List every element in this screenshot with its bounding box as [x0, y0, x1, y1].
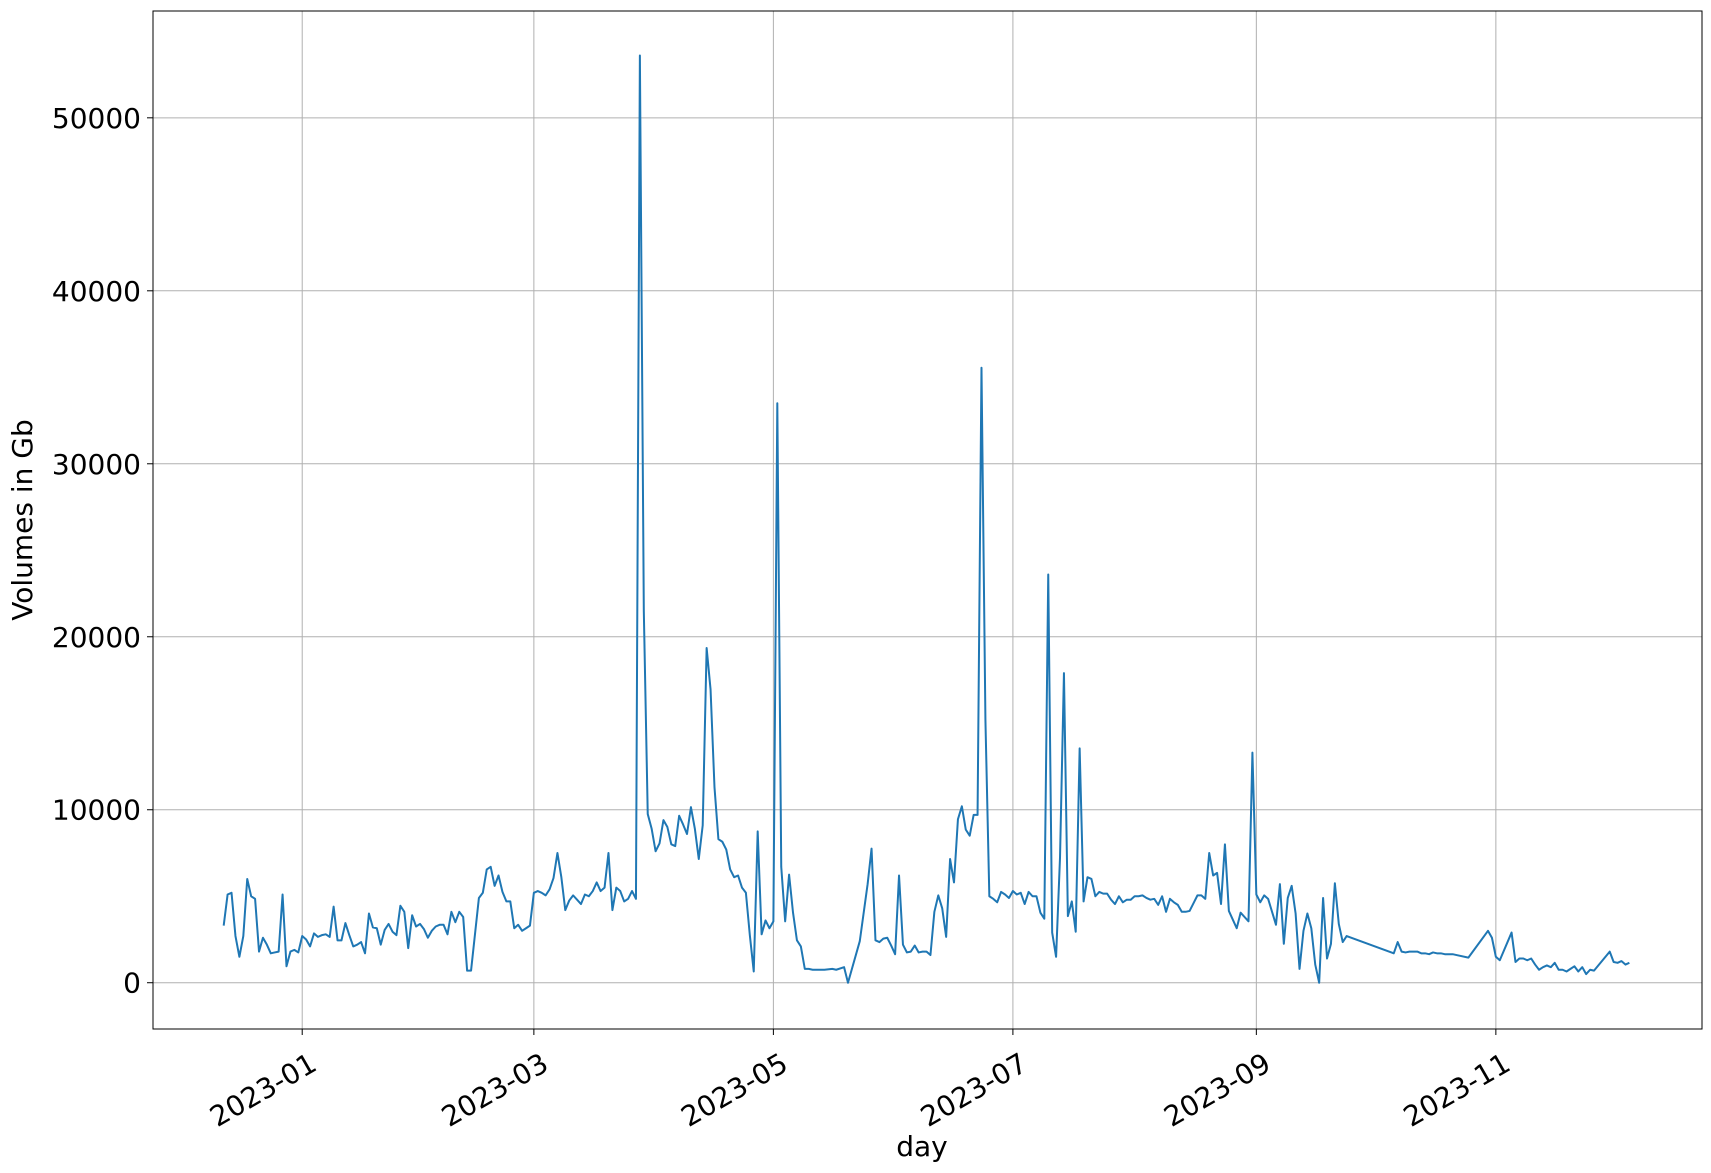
y-tick-label: 50000 — [52, 102, 141, 135]
data-line — [222, 54, 1630, 984]
x-tick-label: 2023-03 — [436, 1046, 554, 1133]
y-tick-label: 0 — [123, 967, 141, 1000]
plot-frame — [152, 10, 1703, 1030]
y-tick-label: 20000 — [52, 621, 141, 654]
x-tick-label: 2023-11 — [1398, 1046, 1516, 1133]
y-tick-label: 30000 — [52, 448, 141, 481]
x-tick-label: 2023-09 — [1158, 1046, 1276, 1133]
y-tick-label: 10000 — [52, 794, 141, 827]
x-tick-label: 2023-01 — [204, 1046, 322, 1133]
y-axis-label: Volumes in Gb — [6, 419, 39, 621]
x-tick-label: 2023-05 — [675, 1046, 793, 1133]
x-axis-label: day — [896, 1130, 948, 1163]
y-tick-label: 40000 — [52, 275, 141, 308]
x-tick-label: 2023-07 — [915, 1046, 1033, 1133]
